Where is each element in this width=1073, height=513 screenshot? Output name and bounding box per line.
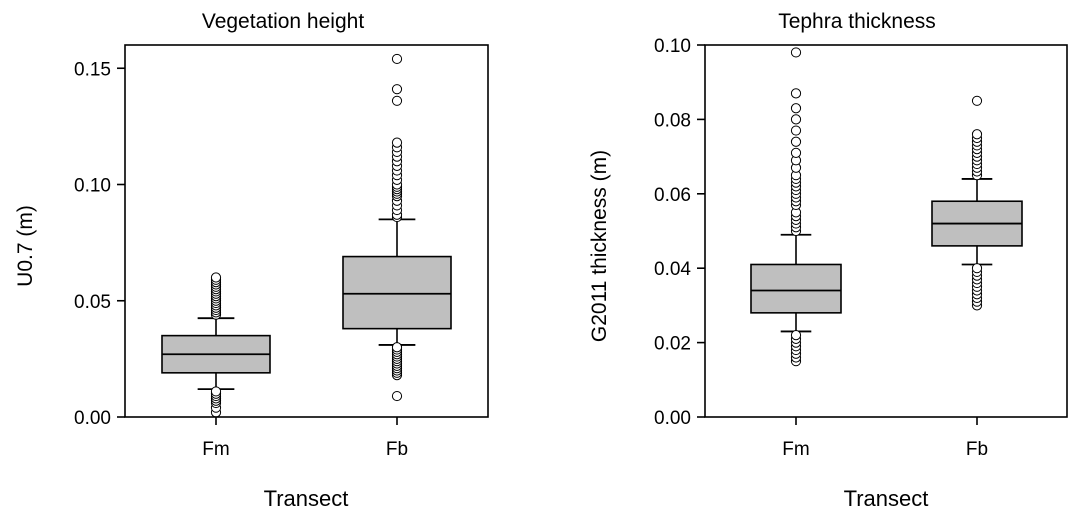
outlier-point xyxy=(790,88,802,99)
y-tick-label: 0.00 xyxy=(74,408,111,429)
outlier-point xyxy=(391,84,403,95)
y-axis-label: U0.7 (m) xyxy=(14,205,37,287)
y-tick-label: 0.05 xyxy=(74,292,111,313)
box-fm xyxy=(161,272,271,418)
plot-frame xyxy=(704,44,1068,418)
outlier-point xyxy=(790,125,802,136)
y-tick-label: 0.04 xyxy=(654,259,691,280)
outlier-point xyxy=(790,114,802,125)
y-tick-label: 0.10 xyxy=(654,36,691,57)
interquartile-box xyxy=(750,263,842,314)
box-fb xyxy=(342,53,452,402)
x-tick-label: Fm xyxy=(782,439,809,460)
y-tick-label: 0.15 xyxy=(74,59,111,80)
outlier-point xyxy=(971,95,983,106)
box-fm xyxy=(750,47,842,367)
plot-frame xyxy=(124,44,489,418)
outlier-point xyxy=(790,147,802,158)
y-tick-label: 0.08 xyxy=(654,110,691,131)
outlier-point xyxy=(210,386,222,397)
x-axis-label: Transect xyxy=(844,486,929,511)
chart-title: Vegetation height xyxy=(202,10,364,33)
outlier-point xyxy=(971,129,983,140)
outlier-point xyxy=(790,136,802,147)
chart-title: Tephra thickness xyxy=(778,10,936,33)
x-axis-label: Transect xyxy=(264,486,349,511)
x-tick-label: Fm xyxy=(202,439,229,460)
outlier-point xyxy=(210,272,222,283)
outlier-point xyxy=(790,103,802,114)
outlier-point xyxy=(790,47,802,58)
outlier-point xyxy=(790,330,802,341)
outlier-point xyxy=(391,390,403,402)
box-fb xyxy=(931,95,1023,311)
outlier-point xyxy=(391,53,403,65)
outlier-point xyxy=(391,342,403,353)
y-tick-label: 0.06 xyxy=(654,185,691,206)
outlier-point xyxy=(971,263,983,274)
outlier-point xyxy=(391,95,403,106)
interquartile-box xyxy=(342,255,452,330)
y-axis-label: G2011 thickness (m) xyxy=(588,150,611,342)
x-tick-label: Fb xyxy=(966,439,988,460)
y-tick-label: 0.00 xyxy=(654,408,691,429)
outlier-point xyxy=(391,137,403,148)
tephra-thickness-panel: Tephra thickness G2011 thickness (m) Tra… xyxy=(588,10,1068,511)
x-tick-label: Fb xyxy=(386,439,408,460)
y-tick-label: 0.10 xyxy=(74,176,111,197)
y-tick-label: 0.02 xyxy=(654,334,691,355)
vegetation-height-panel: Vegetation height U0.7 (m) Transect 0.00… xyxy=(14,10,489,511)
